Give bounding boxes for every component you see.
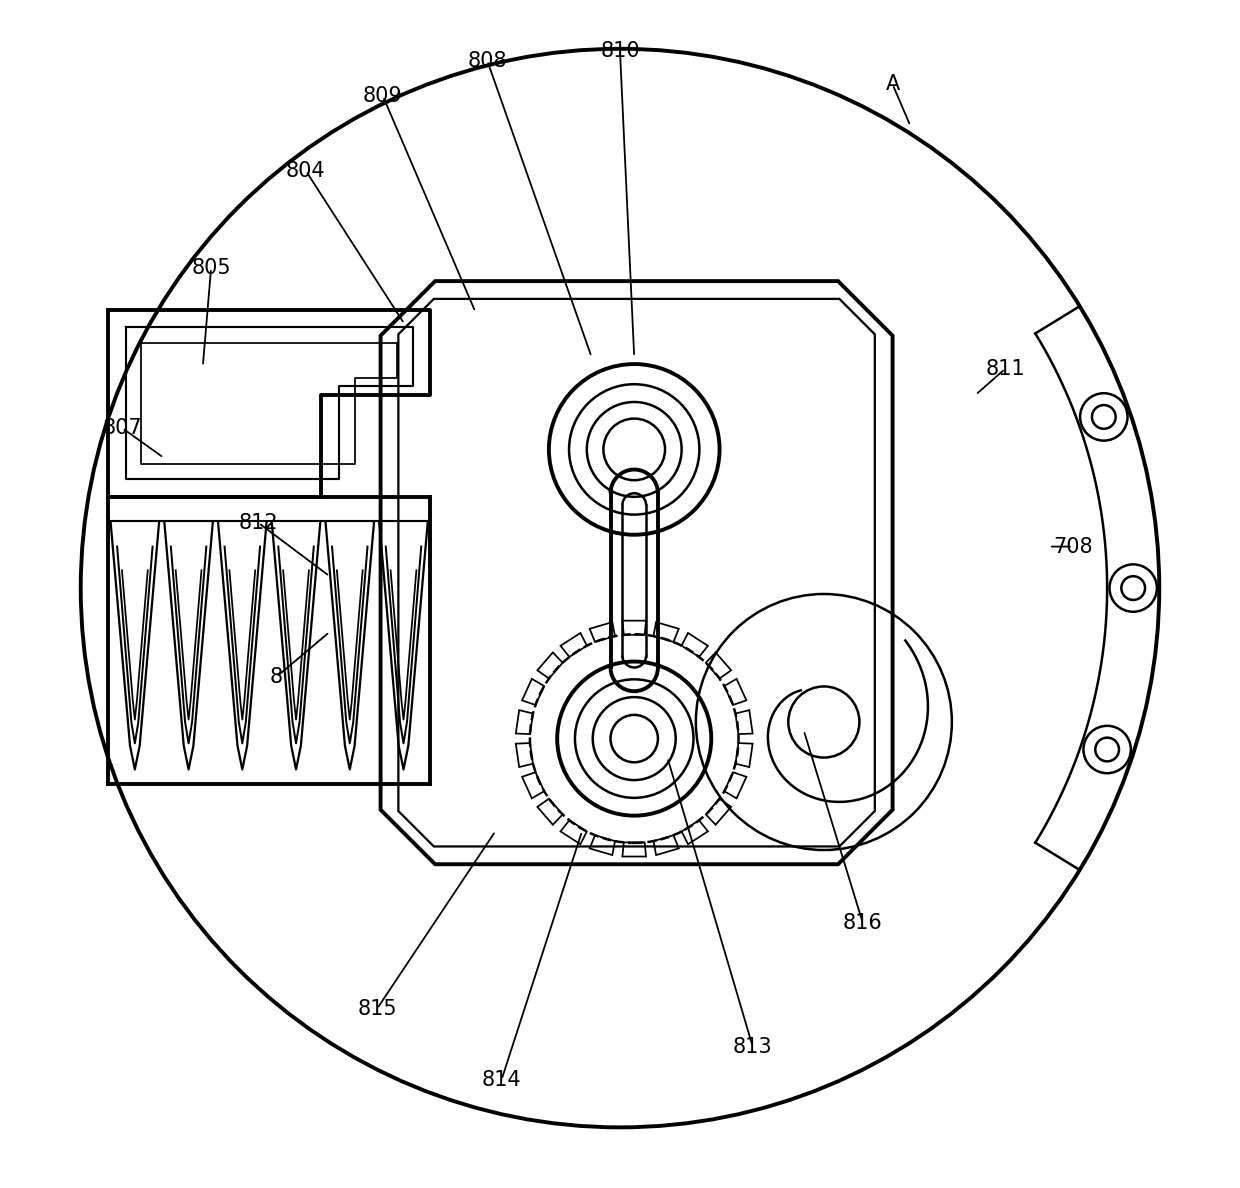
Text: 804: 804 [286, 160, 326, 181]
Text: 814: 814 [481, 1070, 521, 1089]
Text: 807: 807 [103, 418, 143, 438]
Text: 810: 810 [600, 42, 640, 61]
Text: 809: 809 [363, 87, 403, 106]
Text: 812: 812 [238, 513, 278, 533]
Text: 805: 805 [191, 258, 231, 278]
Text: 708: 708 [1053, 537, 1092, 557]
Text: 816: 816 [843, 914, 883, 934]
Text: 808: 808 [467, 51, 507, 70]
Text: 811: 811 [986, 359, 1025, 379]
Text: 815: 815 [357, 999, 397, 1019]
Text: 8: 8 [270, 666, 283, 687]
Text: A: A [885, 75, 900, 94]
Text: 813: 813 [733, 1037, 773, 1057]
